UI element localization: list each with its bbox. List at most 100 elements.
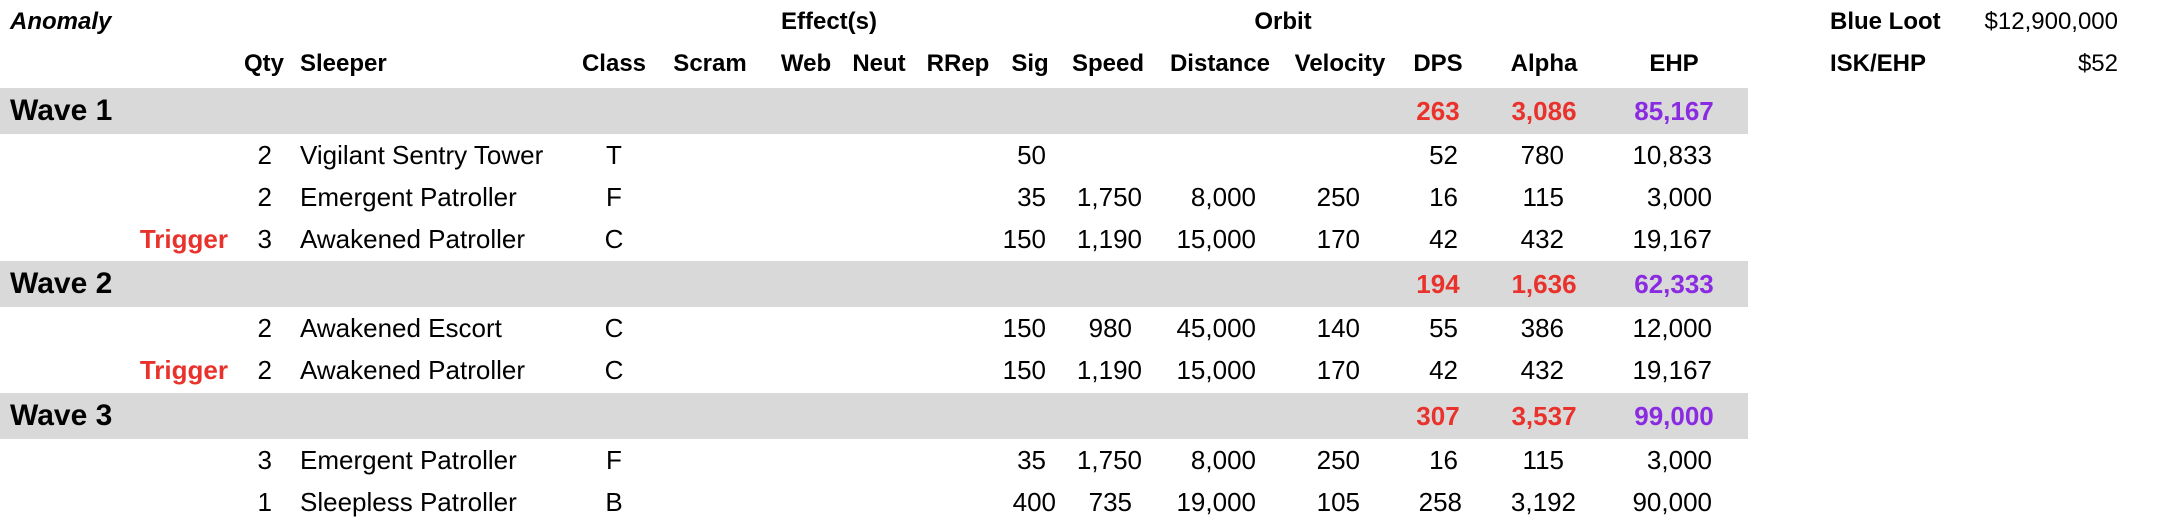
qty-cell: 2 <box>257 355 272 385</box>
table-row: Trigger 3 Awakened Patroller C 150 1,190… <box>0 218 1748 260</box>
wave-total-alpha: 3,086 <box>1511 96 1577 126</box>
speed-cell: 980 <box>1088 313 1132 343</box>
wave-header-row: Wave 2 194 1,636 62,333 <box>0 261 1748 307</box>
ehp-cell: 12,000 <box>1632 313 1712 343</box>
class-cell: C <box>604 313 624 343</box>
table-row: 3 Emergent Patroller F 35 1,750 8,000 25… <box>0 439 1748 481</box>
alpha-cell: 115 <box>1522 182 1564 212</box>
speed-cell: 1,190 <box>1076 355 1142 385</box>
dps-cell: 52 <box>1429 140 1458 170</box>
ehp-cell: 19,167 <box>1632 224 1712 254</box>
alpha-cell: 386 <box>1520 313 1564 343</box>
dps-cell: 16 <box>1429 445 1458 475</box>
ehp-cell: 3,000 <box>1646 445 1712 475</box>
isk-ehp-value: $52 <box>2077 50 2118 77</box>
class-cell: C <box>604 355 624 385</box>
effects-group-label: Effect(s) <box>780 8 878 35</box>
alpha-cell: 115 <box>1522 445 1564 475</box>
wave-total-alpha: 3,537 <box>1511 401 1577 431</box>
qty-cell: 2 <box>257 313 272 343</box>
blue-loot-label: Blue Loot <box>1830 8 1941 35</box>
ehp-cell: 90,000 <box>1632 487 1712 517</box>
isk-ehp-label: ISK/EHP <box>1830 50 1927 77</box>
col-rrep: RRep <box>926 50 990 77</box>
class-cell: F <box>606 182 622 212</box>
alpha-cell: 432 <box>1520 355 1564 385</box>
sig-cell: 400 <box>1012 487 1056 517</box>
sig-cell: 150 <box>1002 313 1046 343</box>
sig-cell: 35 <box>1017 182 1046 212</box>
distance-cell: 8,000 <box>1190 182 1256 212</box>
wave-total-ehp: 99,000 <box>1634 401 1714 431</box>
col-web: Web <box>780 50 832 77</box>
distance-cell: 19,000 <box>1176 487 1256 517</box>
wave-title: Wave 3 <box>10 399 113 432</box>
col-ehp: EHP <box>1649 50 1699 77</box>
class-cell: F <box>606 445 622 475</box>
ehp-cell: 10,833 <box>1632 140 1712 170</box>
ehp-cell: 3,000 <box>1646 182 1712 212</box>
table-row: 2 Awakened Escort C 150 980 45,000 140 5… <box>0 307 1748 349</box>
wave-title: Wave 1 <box>10 94 113 127</box>
wave-title: Wave 2 <box>10 267 113 300</box>
distance-cell: 8,000 <box>1190 445 1256 475</box>
orbit-group-label: Orbit <box>1254 8 1312 35</box>
col-distance: Distance <box>1169 50 1271 77</box>
wave-total-ehp: 85,167 <box>1634 96 1714 126</box>
col-neut: Neut <box>852 50 906 77</box>
sig-cell: 50 <box>1017 140 1046 170</box>
qty-cell: 1 <box>257 487 272 517</box>
sig-cell: 150 <box>1002 355 1046 385</box>
speed-cell: 1,190 <box>1076 224 1142 254</box>
distance-cell: 15,000 <box>1176 355 1256 385</box>
dps-cell: 258 <box>1418 487 1462 517</box>
velocity-cell: 140 <box>1316 313 1360 343</box>
dps-cell: 16 <box>1429 182 1458 212</box>
wave-header-row: Wave 1 263 3,086 85,167 <box>0 88 1748 134</box>
sig-cell: 35 <box>1017 445 1046 475</box>
wave-total-dps: 194 <box>1416 269 1460 299</box>
alpha-cell: 432 <box>1520 224 1564 254</box>
ehp-cell: 19,167 <box>1632 355 1712 385</box>
alpha-cell: 3,192 <box>1510 487 1576 517</box>
class-cell: B <box>605 487 623 517</box>
sleeper-cell: Emergent Patroller <box>300 445 517 475</box>
velocity-cell: 105 <box>1316 487 1360 517</box>
qty-cell: 2 <box>257 140 272 170</box>
trigger-label: Trigger <box>139 224 228 254</box>
anomaly-label: Anomaly <box>10 8 112 35</box>
speed-cell: 1,750 <box>1076 445 1142 475</box>
sleeper-cell: Sleepless Patroller <box>300 487 517 517</box>
col-scram: Scram <box>673 50 747 77</box>
sleeper-cell: Awakened Patroller <box>300 355 525 385</box>
class-cell: T <box>606 140 622 170</box>
col-class: Class <box>581 50 647 77</box>
col-velocity: Velocity <box>1294 50 1386 77</box>
sleeper-cell: Awakened Escort <box>300 313 502 343</box>
sleeper-cell: Emergent Patroller <box>300 182 517 212</box>
trigger-label: Trigger <box>139 355 228 385</box>
wave-total-ehp: 62,333 <box>1634 269 1714 299</box>
sleeper-cell: Vigilant Sentry Tower <box>300 140 544 170</box>
table-row: Trigger 2 Awakened Patroller C 150 1,190… <box>0 349 1748 391</box>
sleeper-cell: Awakened Patroller <box>300 224 525 254</box>
wave-total-alpha: 1,636 <box>1511 269 1577 299</box>
speed-cell: 735 <box>1088 487 1132 517</box>
wave-header-row: Wave 3 307 3,537 99,000 <box>0 393 1748 439</box>
dps-cell: 55 <box>1429 313 1458 343</box>
table-row: 2 Vigilant Sentry Tower T 50 52 780 10,8… <box>0 134 1748 176</box>
qty-cell: 2 <box>257 182 272 212</box>
alpha-cell: 780 <box>1520 140 1564 170</box>
table-row: 1 Sleepless Patroller B 400 735 19,000 1… <box>0 481 1748 523</box>
velocity-cell: 170 <box>1316 224 1360 254</box>
col-sleeper: Sleeper <box>300 50 387 77</box>
qty-cell: 3 <box>257 224 272 254</box>
dps-cell: 42 <box>1429 355 1458 385</box>
velocity-cell: 250 <box>1316 445 1360 475</box>
speed-cell: 1,750 <box>1076 182 1142 212</box>
velocity-cell: 250 <box>1316 182 1360 212</box>
col-alpha: Alpha <box>1510 50 1578 77</box>
velocity-cell: 170 <box>1316 355 1360 385</box>
col-dps: DPS <box>1413 50 1463 77</box>
